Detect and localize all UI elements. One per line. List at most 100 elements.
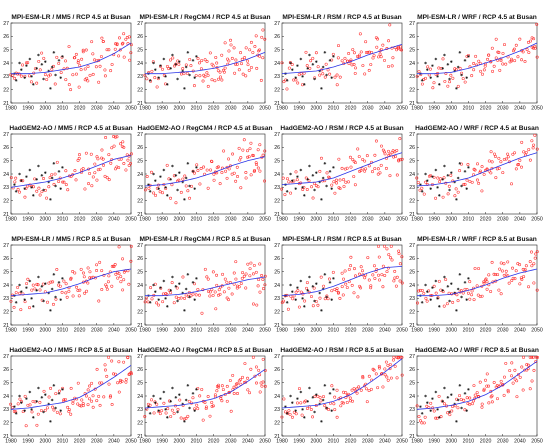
projection-point xyxy=(216,165,220,169)
projection-point xyxy=(196,169,200,172)
observation-point xyxy=(425,179,429,182)
y-tick-label: 21 xyxy=(274,212,280,218)
projection-point xyxy=(521,388,525,392)
projection-point xyxy=(206,186,210,190)
x-tick-label: 2040 xyxy=(379,328,391,334)
y-tick-label: 21 xyxy=(409,323,415,329)
y-tick-label: 26 xyxy=(3,367,9,373)
projection-point xyxy=(154,193,158,197)
projection-point xyxy=(100,288,104,292)
observation-point xyxy=(289,61,292,65)
projection-point xyxy=(316,303,320,307)
projection-point xyxy=(533,256,537,260)
y-tick-label: 21 xyxy=(137,434,143,440)
projection-point xyxy=(335,388,339,392)
projection-point xyxy=(236,175,239,179)
projection-point xyxy=(309,408,313,411)
projection-point xyxy=(353,274,357,278)
observation-point xyxy=(174,174,178,177)
projection-point xyxy=(390,64,394,68)
projection-point xyxy=(312,182,316,186)
observation-point xyxy=(328,281,332,284)
observation-point xyxy=(30,297,33,300)
x-tick-label: 2020 xyxy=(208,106,220,112)
x-tick-label: 1990 xyxy=(428,328,440,334)
projection-point xyxy=(527,51,531,54)
projection-point xyxy=(121,140,125,144)
projection-point xyxy=(115,42,119,46)
projection-point xyxy=(260,35,264,39)
projection-point xyxy=(86,266,90,270)
panel-title: MPI-ESM-LR / WRF / RCP 4.5 at Busan xyxy=(417,14,537,21)
projection-point xyxy=(311,196,315,200)
projection-point xyxy=(322,395,325,399)
projection-point xyxy=(81,167,85,171)
x-tick-label: 1980 xyxy=(5,439,17,445)
projection-point xyxy=(359,388,363,392)
projection-point xyxy=(490,160,494,164)
x-tick-label: 2000 xyxy=(446,106,458,112)
projection-point xyxy=(203,401,207,404)
y-tick-label: 23 xyxy=(409,74,415,80)
projection-point xyxy=(261,380,265,384)
projection-point xyxy=(110,284,114,288)
projection-point xyxy=(429,174,432,178)
projection-point xyxy=(23,300,27,304)
projection-point xyxy=(440,399,444,403)
observation-point xyxy=(186,384,190,387)
projection-point xyxy=(244,272,248,276)
projection-point xyxy=(485,384,489,388)
projection-point xyxy=(425,404,429,408)
x-tick-label: 2030 xyxy=(497,217,509,223)
projection-point xyxy=(423,415,427,419)
projection-point xyxy=(200,59,204,63)
y-tick-label: 27 xyxy=(3,243,9,249)
projection-point xyxy=(526,40,530,44)
projection-point xyxy=(248,391,252,395)
projection-point xyxy=(378,278,381,282)
projection-point xyxy=(299,401,303,405)
projection-point xyxy=(441,57,445,61)
observation-point xyxy=(419,405,422,408)
projection-point xyxy=(183,296,186,300)
trend-line xyxy=(416,152,538,187)
x-tick-label: 2030 xyxy=(362,439,374,445)
observation-point xyxy=(52,384,56,387)
projection-point xyxy=(487,401,491,405)
projection-point xyxy=(114,167,118,171)
projection-point xyxy=(251,154,255,158)
projection-point xyxy=(35,423,39,427)
projection-point xyxy=(181,275,185,279)
projection-point xyxy=(383,244,386,248)
projection-point xyxy=(372,264,376,268)
projection-point xyxy=(211,64,215,68)
projection-point xyxy=(14,291,18,295)
projection-point xyxy=(261,357,265,361)
observation-point xyxy=(43,60,47,63)
projection-point xyxy=(244,74,248,78)
observation-point xyxy=(57,170,61,173)
x-tick-label: 2020 xyxy=(480,328,492,334)
x-tick-label: 2000 xyxy=(174,328,186,334)
projection-point xyxy=(516,55,520,59)
projection-point xyxy=(129,244,133,248)
projection-point xyxy=(358,32,362,36)
projection-point xyxy=(287,66,291,70)
y-tick-label: 21 xyxy=(409,101,415,107)
observation-point xyxy=(49,309,52,312)
y-tick-label: 21 xyxy=(3,101,9,107)
projection-point xyxy=(470,402,474,406)
observation-point xyxy=(191,392,195,395)
projection-point xyxy=(237,146,241,150)
projection-point xyxy=(511,381,515,385)
x-tick-label: 2040 xyxy=(242,328,254,334)
y-tick-label: 23 xyxy=(3,296,9,302)
projection-point xyxy=(420,82,424,86)
observation-point xyxy=(57,59,61,62)
projection-point xyxy=(81,48,85,52)
projection-point xyxy=(110,359,114,363)
projection-point xyxy=(377,244,380,248)
observation-point xyxy=(14,190,18,193)
observation-point xyxy=(290,68,294,71)
projection-point xyxy=(515,395,519,399)
